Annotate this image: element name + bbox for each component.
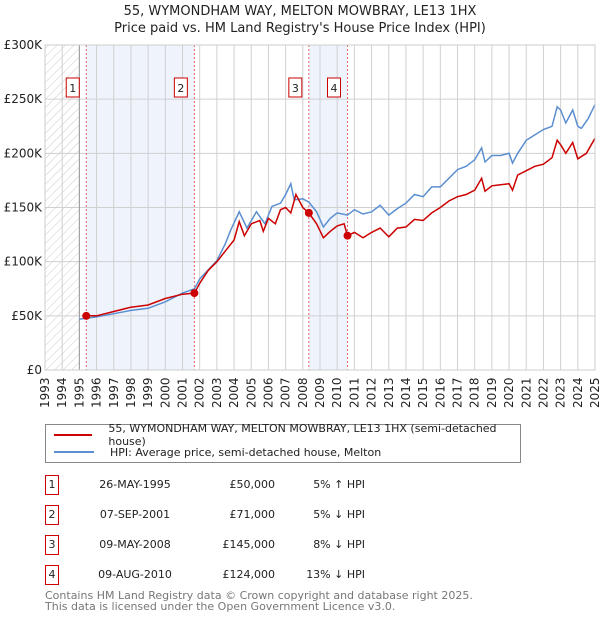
x-tick-label: 2022 — [536, 377, 550, 408]
sale-number-badge: 2 — [45, 505, 59, 525]
x-tick-label: 2010 — [330, 377, 344, 408]
legend-item-hpi: HPI: Average price, semi-detached house,… — [54, 444, 381, 460]
x-tick-label: 1995 — [72, 377, 86, 408]
x-tick-label: 2025 — [588, 377, 600, 408]
x-tick-label: 2019 — [485, 377, 499, 408]
sale-number-badge: 3 — [45, 535, 59, 555]
x-tick-label: 2007 — [279, 377, 293, 408]
x-tick-label: 1994 — [55, 377, 69, 408]
hpi-line — [79, 104, 596, 320]
y-tick-label: £250K — [4, 92, 44, 106]
x-tick-label: 2009 — [313, 377, 327, 408]
sale-price: £145,000 — [222, 538, 276, 551]
x-tick-label: 2021 — [519, 377, 533, 408]
sale-label: 1 — [69, 82, 76, 95]
x-tick-label: 2002 — [193, 377, 207, 408]
footer-line: Contains HM Land Registry data © Crown c… — [45, 589, 473, 602]
chart-title: 55, WYMONDHAM WAY, MELTON MOWBRAY, LE13 … — [123, 4, 477, 19]
legend-label: 55, WYMONDHAM WAY, MELTON MOWBRAY, LE13 … — [108, 422, 497, 448]
y-tick-label: £150K — [4, 201, 44, 215]
y-tick-label: £300K — [4, 38, 44, 52]
x-tick-label: 2006 — [261, 377, 275, 408]
legend-item-property: 55, WYMONDHAM WAY, MELTON MOWBRAY, LE13 … — [54, 422, 520, 448]
sale-point — [343, 231, 352, 240]
red-line-swatch — [54, 434, 93, 436]
x-tick-label: 1997 — [107, 377, 121, 408]
x-tick-label: 2008 — [296, 377, 310, 408]
x-tick-label: 2023 — [554, 377, 568, 408]
sale-label-box — [327, 77, 341, 98]
legend: 55, WYMONDHAM WAY, MELTON MOWBRAY, LE13 … — [45, 422, 521, 463]
sale-date: 09-AUG-2010 — [98, 568, 172, 581]
sale-label-box — [288, 77, 303, 98]
sale-point — [190, 289, 199, 298]
x-tick-label: 2013 — [382, 377, 396, 408]
sale-date: 26-MAY-1995 — [99, 478, 171, 491]
x-tick-label: 2004 — [227, 377, 241, 408]
sale-date: 09-MAY-2008 — [99, 538, 171, 551]
sale-number-badge: 4 — [45, 565, 59, 585]
x-tick-label: 2018 — [468, 377, 482, 408]
legend-label: HPI: Average price, semi-detached house,… — [110, 445, 382, 459]
sale-number-badge: 1 — [45, 475, 59, 495]
sale-label-box — [65, 77, 80, 98]
price-paid-line — [86, 137, 596, 317]
x-tick-label: 2016 — [433, 377, 447, 408]
x-tick-label: 2014 — [399, 377, 413, 408]
x-tick-label: 2017 — [451, 377, 465, 408]
x-tick-label: 1998 — [124, 377, 138, 408]
x-tick-label: 1996 — [90, 377, 104, 408]
sale-price: £124,000 — [222, 568, 276, 581]
x-tick-label: 1993 — [38, 377, 52, 408]
y-tick-label: £0 — [27, 363, 42, 377]
sale-price: £71,000 — [229, 508, 276, 521]
sale-price: £50,000 — [229, 478, 276, 491]
x-tick-label: 2012 — [365, 377, 379, 408]
x-tick-label: 2005 — [244, 377, 258, 408]
chart-subtitle: Price paid vs. HM Land Registry's House … — [114, 21, 486, 36]
sale-point — [82, 311, 91, 320]
blue-line-swatch — [54, 451, 94, 453]
y-tick-label: £200K — [4, 146, 44, 160]
sale-hpi-diff: 5% ↑ HPI — [313, 478, 365, 491]
x-tick-label: 2015 — [416, 377, 430, 408]
sale-date: 07-SEP-2001 — [99, 508, 171, 521]
x-tick-label: 2003 — [210, 377, 224, 408]
x-tick-label: 2020 — [502, 377, 516, 408]
x-tick-label: 2011 — [347, 377, 361, 408]
footer-line: This data is licensed under the Open Gov… — [45, 600, 396, 613]
sale-label-box — [173, 77, 188, 98]
x-tick-label: 2024 — [571, 377, 585, 408]
sale-point — [304, 208, 313, 217]
sale-hpi-diff: 5% ↓ HPI — [313, 508, 365, 521]
plot-border — [44, 44, 596, 371]
sale-label: 3 — [292, 82, 299, 95]
sale-hpi-diff: 8% ↓ HPI — [313, 538, 365, 551]
x-tick-label: 2001 — [176, 377, 190, 408]
x-tick-label: 2000 — [158, 377, 172, 408]
sale-label: 4 — [331, 82, 338, 95]
y-tick-label: £50K — [11, 309, 43, 323]
sale-label: 2 — [177, 82, 184, 95]
x-tick-label: 1999 — [141, 377, 155, 408]
y-tick-label: £100K — [4, 255, 44, 269]
sale-hpi-diff: 13% ↓ HPI — [306, 568, 365, 581]
